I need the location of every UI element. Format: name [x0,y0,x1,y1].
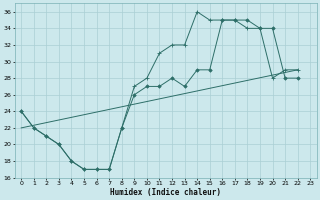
X-axis label: Humidex (Indice chaleur): Humidex (Indice chaleur) [110,188,221,197]
